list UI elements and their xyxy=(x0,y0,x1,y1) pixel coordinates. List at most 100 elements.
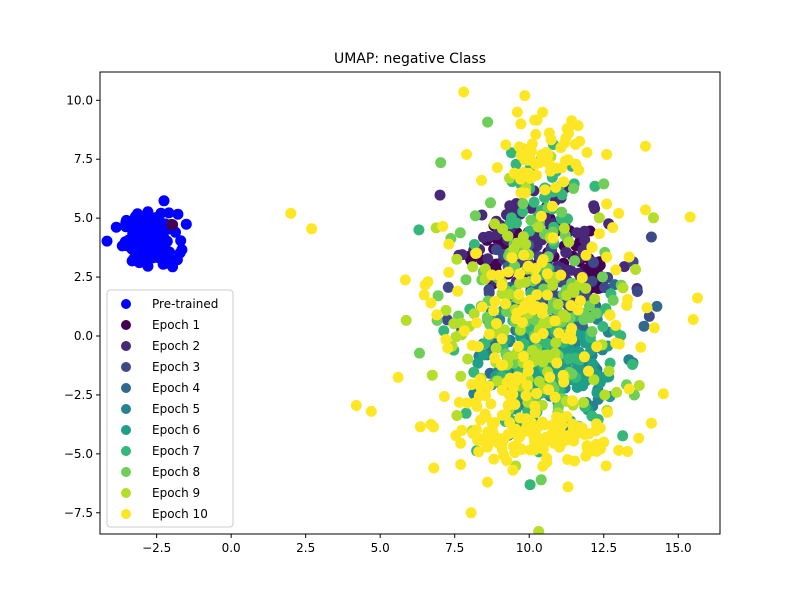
data-point xyxy=(545,165,556,177)
chart-title: UMAP: negative Class xyxy=(334,51,486,67)
data-point xyxy=(530,128,542,140)
data-point xyxy=(545,134,557,146)
legend-label: Epoch 2 xyxy=(152,339,200,353)
data-point xyxy=(558,222,570,234)
data-point xyxy=(472,341,484,353)
x-tick-label: 7.5 xyxy=(445,541,464,555)
x-axis: −2.5 0.0 2.5 5.0 7.5 10.0 12.5 15.0 xyxy=(142,534,692,555)
data-point xyxy=(543,384,555,396)
data-point xyxy=(148,239,160,251)
data-point xyxy=(559,430,571,442)
legend-label: Epoch 3 xyxy=(152,360,200,374)
data-point xyxy=(306,223,318,235)
data-point xyxy=(541,452,553,464)
data-point xyxy=(567,282,579,294)
data-point xyxy=(531,114,543,126)
data-point xyxy=(506,147,517,159)
data-point xyxy=(477,433,488,445)
data-point xyxy=(633,380,645,391)
data-point xyxy=(431,309,443,321)
data-point xyxy=(579,234,591,246)
data-point xyxy=(497,359,509,371)
legend-marker xyxy=(121,467,131,477)
data-point xyxy=(604,309,616,321)
data-point xyxy=(442,342,454,354)
data-point xyxy=(163,207,175,219)
data-point xyxy=(641,302,653,314)
data-point xyxy=(602,407,613,418)
data-point xyxy=(488,305,500,317)
data-point xyxy=(538,318,549,330)
data-point xyxy=(588,200,600,212)
data-point xyxy=(623,383,635,395)
data-point xyxy=(597,321,609,333)
data-point xyxy=(511,307,523,319)
data-point xyxy=(597,271,608,283)
data-point xyxy=(138,237,150,248)
data-point xyxy=(461,397,473,409)
data-point xyxy=(425,418,437,430)
data-point xyxy=(496,279,508,291)
legend-label: Epoch 4 xyxy=(152,381,200,395)
data-point xyxy=(535,210,547,222)
y-tick-label: 5.0 xyxy=(74,211,93,225)
data-point xyxy=(488,453,500,465)
data-point xyxy=(176,244,188,256)
data-point xyxy=(502,230,514,242)
data-point xyxy=(456,424,468,436)
data-point xyxy=(555,269,567,281)
data-point xyxy=(490,342,502,354)
data-point xyxy=(180,218,192,230)
data-point xyxy=(501,455,513,467)
data-point xyxy=(648,212,659,224)
data-point xyxy=(586,326,598,337)
data-point xyxy=(483,287,495,299)
data-point xyxy=(502,266,514,278)
data-point xyxy=(526,345,538,356)
data-point xyxy=(572,120,584,132)
data-point xyxy=(563,127,574,139)
data-point xyxy=(533,526,545,534)
data-point xyxy=(492,375,504,387)
x-tick-label: 0.0 xyxy=(222,541,241,555)
data-point xyxy=(435,157,447,169)
data-point xyxy=(566,333,578,345)
data-point xyxy=(547,232,559,244)
data-point xyxy=(428,462,440,474)
data-point xyxy=(541,268,553,280)
plot-frame xyxy=(99,71,721,535)
data-point xyxy=(483,230,495,242)
data-point xyxy=(285,207,297,219)
data-point xyxy=(129,251,141,263)
data-point xyxy=(648,322,660,334)
data-point xyxy=(529,400,541,412)
data-point xyxy=(578,351,590,363)
legend-marker xyxy=(121,299,131,309)
y-tick-label: 7.5 xyxy=(74,152,93,166)
data-point xyxy=(496,409,508,421)
data-point xyxy=(539,184,551,196)
data-point xyxy=(566,322,578,334)
data-point xyxy=(392,371,404,383)
data-point xyxy=(599,389,611,401)
data-point xyxy=(557,369,569,381)
data-point xyxy=(601,198,613,210)
data-point xyxy=(532,221,544,233)
data-point xyxy=(604,357,616,369)
data-point xyxy=(565,300,577,311)
data-point xyxy=(467,261,479,273)
legend-label: Epoch 9 xyxy=(152,486,200,500)
data-point xyxy=(500,139,512,151)
data-point xyxy=(525,171,537,182)
data-point xyxy=(563,353,575,365)
legend-marker xyxy=(121,509,131,519)
data-point xyxy=(425,297,437,309)
data-point xyxy=(531,430,543,442)
data-point xyxy=(640,204,651,216)
data-point xyxy=(553,327,565,339)
data-point xyxy=(522,260,534,272)
data-point xyxy=(471,317,483,329)
data-point xyxy=(453,396,465,408)
data-point xyxy=(567,395,579,407)
data-point xyxy=(414,347,425,359)
